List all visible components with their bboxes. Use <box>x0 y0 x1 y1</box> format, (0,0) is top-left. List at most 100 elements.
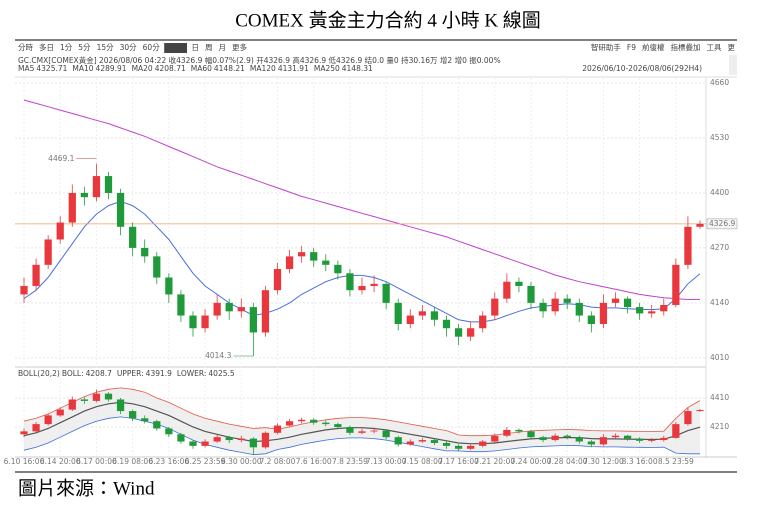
candle-body <box>92 176 101 198</box>
candle-body <box>225 437 233 441</box>
candle-body <box>213 302 221 316</box>
boll-legend-value: 4391.9 <box>146 369 172 378</box>
candle-body <box>491 298 499 316</box>
candle-body <box>189 315 197 329</box>
candle-body <box>515 281 523 286</box>
x-tick-label: 6.14 20:00 <box>40 457 81 466</box>
candle-body <box>237 438 245 441</box>
period-button[interactable]: 多日 <box>39 42 54 52</box>
candle-body <box>672 424 680 438</box>
candle-body <box>623 298 632 308</box>
candle-body <box>467 328 475 337</box>
ma-line <box>23 99 701 301</box>
candle-body <box>177 434 185 442</box>
low-label: 4014.3 <box>205 351 231 360</box>
tool-button[interactable]: 智研助手 <box>591 42 621 52</box>
candle-body <box>442 442 451 446</box>
candle-body <box>358 431 366 433</box>
candle-body <box>322 260 330 265</box>
candle-body <box>575 302 583 316</box>
period-button[interactable]: 日 <box>191 43 199 52</box>
x-tick-label: 6.25 23:59 <box>185 457 226 466</box>
candle-body <box>684 226 692 265</box>
candle-body <box>539 302 547 312</box>
x-tick-label: 6.17 00:00 <box>76 457 117 466</box>
period-button[interactable]: 月 <box>218 43 226 52</box>
candle-body <box>56 409 64 416</box>
candle-body <box>382 430 390 438</box>
y-tick-label: 4660 <box>710 78 729 87</box>
candle-body <box>20 285 28 295</box>
y-tick-label: 4010 <box>710 353 729 362</box>
candle-body <box>563 298 571 303</box>
period-button[interactable]: 分時 <box>18 43 33 52</box>
period-button[interactable]: 5分 <box>78 43 91 52</box>
candle-body <box>32 424 40 432</box>
candle-body <box>551 298 559 312</box>
candle-body <box>587 315 595 324</box>
ma-legend-name: MA250 <box>314 64 340 73</box>
candle-body <box>129 226 137 248</box>
candle-body <box>672 264 680 305</box>
candle-body <box>44 415 52 425</box>
candle-body <box>68 192 76 223</box>
candle-body <box>563 435 571 438</box>
tool-button[interactable]: 指標疊加 <box>671 42 701 52</box>
source-note: 圖片來源：Wind <box>18 477 155 499</box>
candle-body <box>370 430 378 432</box>
candle-body <box>358 285 366 291</box>
boll-upper-line <box>23 387 701 437</box>
period-button[interactable]: 1分 <box>60 43 73 52</box>
tool-button[interactable]: F9 <box>627 43 636 52</box>
period-active <box>164 43 187 53</box>
period-button[interactable]: 周 <box>205 43 213 52</box>
candle-body <box>515 429 523 432</box>
candle-body <box>116 399 125 412</box>
candle-body <box>177 294 185 316</box>
candle-body <box>454 328 463 337</box>
tool-button[interactable]: 工具 <box>707 43 722 52</box>
high-label: 4469.1 <box>48 154 74 163</box>
period-button[interactable]: 15分 <box>97 43 115 52</box>
candle-body <box>56 222 64 240</box>
period-button[interactable]: 更多 <box>232 42 247 52</box>
candle-body <box>310 252 318 261</box>
candle-body <box>623 435 632 439</box>
tool-button[interactable]: 前復權 <box>642 42 665 52</box>
candle-body <box>551 435 559 441</box>
ma-legend-name: MA120 <box>250 64 276 73</box>
candle-body <box>660 304 668 312</box>
boll-legend-label: LOWER: <box>177 369 206 378</box>
candle-body <box>394 302 402 324</box>
tool-button[interactable]: 更 <box>728 43 736 52</box>
x-tick-label: 7.13 00:00 <box>366 457 407 466</box>
candle-body <box>92 393 101 401</box>
period-button[interactable]: 30分 <box>120 43 138 52</box>
x-tick-label: 7.8 23:59 <box>332 457 368 466</box>
period-button[interactable]: 4小時 <box>166 43 186 52</box>
x-tick-label: 7.6 16:00 <box>296 457 332 466</box>
candle-body <box>104 176 113 193</box>
candle-body <box>491 435 499 442</box>
x-tick-label: 7.2 08:00 <box>260 457 296 466</box>
candle-body <box>648 311 656 314</box>
period-button[interactable]: 60分 <box>143 43 161 52</box>
candle-body <box>285 421 294 426</box>
candle-body <box>406 315 414 324</box>
y-tick-label: 4140 <box>710 298 729 307</box>
ma-legend-value: 4131.91 <box>278 64 309 73</box>
candle-body <box>249 438 257 448</box>
candle-body <box>225 302 233 312</box>
x-tick-label: 7.30 12:00 <box>583 457 624 466</box>
y-tick-label: 4400 <box>710 188 729 197</box>
candle-body <box>104 393 113 400</box>
candle-body <box>298 252 306 257</box>
ma-legend-name: MA60 <box>191 64 212 73</box>
candle-body <box>261 432 270 448</box>
ma-legend-name: MA5 <box>18 64 35 73</box>
candle-body <box>527 431 535 438</box>
candle-body <box>442 319 451 329</box>
scroll-button[interactable] <box>729 55 737 75</box>
candle-body <box>406 441 414 445</box>
